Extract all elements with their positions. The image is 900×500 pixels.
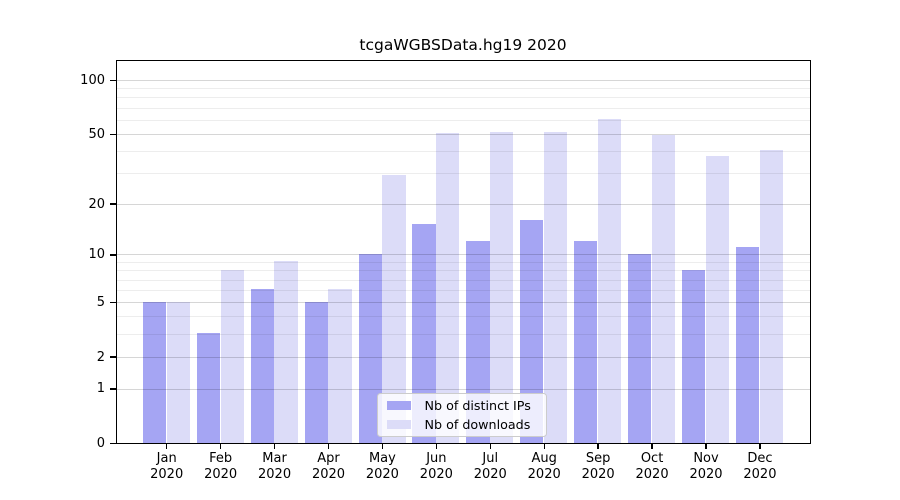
bar-downloads (598, 119, 622, 443)
x-tick-mark (759, 443, 761, 449)
x-tick-mark (327, 443, 330, 449)
x-tick-mark (435, 443, 438, 449)
legend-row-distinct-ips: Nb of distinct IPs (387, 398, 537, 414)
plot-area (115, 60, 811, 444)
bar-distinct-ips (736, 247, 760, 443)
legend-row-downloads: Nb of downloads (387, 417, 537, 433)
y-tick-label: 5 (96, 295, 105, 311)
x-tick-label: Nov 2020 (689, 451, 723, 482)
bar-distinct-ips (412, 224, 436, 443)
legend: Nb of distinct IPs Nb of downloads (377, 393, 547, 437)
x-tick-label: Feb 2020 (204, 451, 238, 482)
x-tick-mark (651, 443, 653, 449)
x-tick-mark (166, 443, 168, 449)
legend-label-downloads: Nb of downloads (424, 416, 531, 432)
bar-downloads (705, 156, 730, 443)
y-tick-label: 20 (88, 196, 105, 212)
y-tick-mark (110, 133, 116, 135)
bar-distinct-ips (682, 269, 706, 443)
x-tick-mark (489, 443, 491, 449)
bar-distinct-ips (250, 289, 274, 443)
bar-downloads (328, 289, 352, 443)
x-tick-label: Aug 2020 (527, 451, 561, 482)
bar-distinct-ips (196, 333, 220, 443)
bars-layer (117, 61, 810, 443)
bar-downloads (759, 150, 784, 443)
bar-downloads (274, 261, 298, 443)
x-tick-mark (705, 443, 707, 449)
bar-downloads (382, 174, 406, 443)
legend-swatch-distinct-ips (387, 400, 411, 411)
y-tick-label: 1 (96, 381, 105, 397)
y-tick-mark (110, 442, 116, 445)
x-tick-label: Jan 2020 (150, 451, 184, 482)
bar-downloads (544, 131, 568, 443)
y-tick-label: 2 (96, 349, 105, 365)
x-tick-mark (273, 443, 276, 449)
bar-distinct-ips (466, 240, 490, 443)
x-tick-label: Jun 2020 (419, 451, 453, 482)
x-tick-label: Dec 2020 (743, 451, 777, 482)
y-tick-mark (110, 254, 116, 256)
bar-distinct-ips (574, 240, 598, 443)
bar-downloads (490, 131, 514, 443)
bar-downloads (166, 301, 190, 443)
x-tick-mark (543, 443, 545, 449)
y-tick-mark (110, 79, 116, 82)
legend-label-distinct-ips: Nb of distinct IPs (424, 397, 531, 413)
legend-swatch-downloads (387, 419, 411, 430)
y-tick-label: 50 (88, 126, 105, 142)
bar-distinct-ips (520, 219, 544, 443)
bar-distinct-ips (142, 301, 166, 443)
bar-distinct-ips (628, 253, 652, 443)
y-tick-mark (110, 388, 116, 390)
y-tick-mark (110, 203, 116, 205)
x-tick-label: Oct 2020 (635, 451, 669, 482)
y-tick-mark (110, 356, 116, 358)
bar-distinct-ips (304, 301, 328, 443)
y-tick-label: 100 (80, 72, 105, 88)
x-tick-label: Sep 2020 (581, 451, 615, 482)
bar-downloads (651, 134, 676, 443)
x-tick-mark (597, 443, 599, 449)
x-tick-label: Mar 2020 (258, 451, 292, 482)
x-tick-label: Apr 2020 (311, 451, 346, 482)
y-tick-mark (110, 301, 116, 304)
bar-downloads (220, 269, 244, 443)
y-tick-label: 10 (88, 247, 105, 263)
bar-distinct-ips (358, 253, 382, 443)
x-tick-mark (381, 443, 384, 449)
x-tick-label: May 2020 (365, 451, 399, 482)
y-tick-label: 0 (96, 436, 105, 451)
bar-downloads (436, 133, 460, 443)
chart-title: tcgaWGBSData.hg19 2020 (359, 36, 567, 54)
x-tick-label: Jul 2020 (473, 451, 507, 482)
x-tick-mark (219, 443, 222, 449)
